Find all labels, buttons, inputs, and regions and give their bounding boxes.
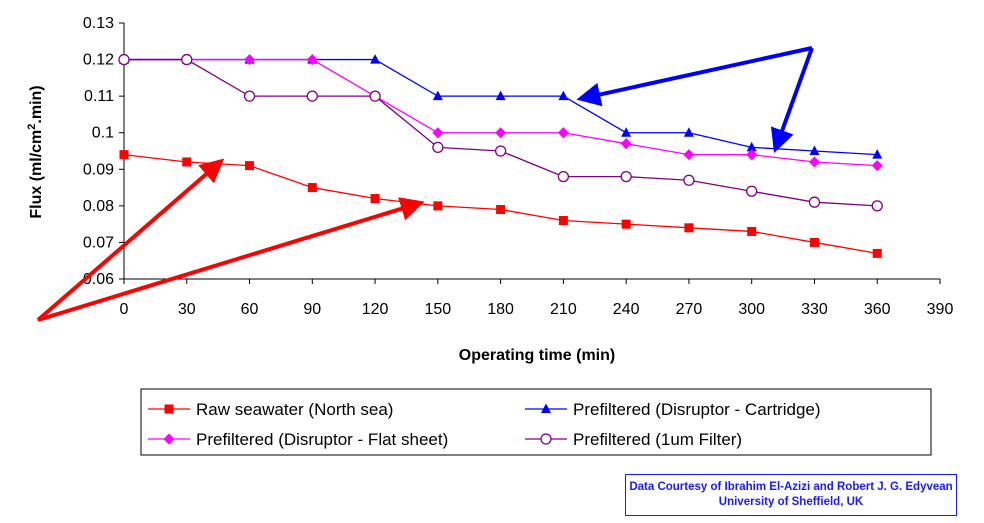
data-point <box>620 138 632 150</box>
y-tick-label: 0.12 <box>83 52 114 69</box>
y-axis-title: Flux (ml/cm2.min) <box>26 85 45 218</box>
legend-marker <box>164 404 174 414</box>
data-point <box>808 196 821 208</box>
annotation-arrow <box>770 47 814 154</box>
data-point <box>808 156 820 168</box>
x-tick-label: 240 <box>613 301 640 318</box>
x-tick-label: 30 <box>178 301 196 318</box>
data-point <box>307 183 317 193</box>
legend-marker <box>163 433 175 445</box>
annotation-arrow <box>576 46 813 107</box>
series-line <box>124 58 878 156</box>
data-point <box>746 141 757 152</box>
data-point <box>683 149 695 161</box>
series-4 <box>118 53 883 212</box>
legend-box <box>140 388 932 456</box>
data-point <box>683 174 695 186</box>
legend-entry-3: Prefiltered (Disruptor - Flat sheet) <box>148 430 448 449</box>
legend-entry-4: Prefiltered (1um Filter) <box>525 430 742 449</box>
annotation-arrows <box>36 46 814 322</box>
data-point <box>809 145 820 155</box>
x-tick-label: 150 <box>424 301 451 318</box>
x-axis-title: Operating time (min) <box>459 347 615 364</box>
data-point <box>558 90 569 101</box>
legend-label: Raw seawater (North sea) <box>196 400 393 419</box>
data-point <box>182 157 192 167</box>
data-point <box>872 149 883 159</box>
chart-series <box>118 53 883 258</box>
y-tick-label: 0.13 <box>83 15 114 32</box>
x-tick-label: 300 <box>738 301 765 318</box>
data-point <box>747 226 757 236</box>
legend-label: Prefiltered (Disruptor - Flat sheet) <box>196 430 448 449</box>
data-point <box>432 90 443 101</box>
x-tick-label: 60 <box>241 301 259 318</box>
data-point <box>306 54 318 66</box>
legend-entry-1: Raw seawater (North sea) <box>148 400 393 419</box>
data-point <box>245 161 255 171</box>
data-point <box>558 215 568 225</box>
y-tick-label: 0.07 <box>83 234 114 251</box>
data-point <box>746 149 758 161</box>
annotation-arrow <box>37 197 425 322</box>
data-point <box>119 150 129 160</box>
legend-label: Prefiltered (1um Filter) <box>573 430 742 449</box>
data-point <box>118 53 130 66</box>
legend-marker <box>541 403 551 413</box>
series-2 <box>119 54 883 159</box>
data-point <box>809 237 819 247</box>
y-tick-label: 0.1 <box>92 125 114 142</box>
data-point <box>496 205 506 215</box>
data-point <box>621 219 631 229</box>
data-point <box>872 248 882 258</box>
axis-tick-labels: 0.060.070.080.090.10.110.120.130 30 60 90 12… <box>83 15 954 318</box>
data-point <box>181 53 193 66</box>
x-tick-label: 120 <box>362 301 389 318</box>
data-point <box>620 170 632 183</box>
credit-line-1: Data Courtesy of Ibrahim El-Azizi and Ro… <box>629 481 953 493</box>
chart-legend: Raw seawater (North sea) Prefiltered (Dis… <box>140 388 932 456</box>
data-point <box>370 54 381 64</box>
series-1 <box>119 150 882 258</box>
credit-line-2: University of Sheffield, UK <box>718 496 864 508</box>
x-tick-label: 90 <box>303 301 321 318</box>
x-tick-label: 390 <box>927 301 954 318</box>
data-point <box>432 141 444 153</box>
y-tick-label: 0.08 <box>83 198 114 215</box>
legend-marker <box>540 433 552 445</box>
series-line <box>123 154 878 255</box>
data-point <box>557 127 569 139</box>
data-point <box>494 145 507 157</box>
legend-entry-2: Prefiltered (Disruptor - Cartridge) <box>525 400 821 419</box>
data-point <box>432 127 444 139</box>
x-tick-label: 270 <box>676 301 703 318</box>
annotation-arrow <box>36 158 225 322</box>
data-point <box>684 223 694 233</box>
data-point <box>621 127 632 137</box>
data-point <box>871 200 883 212</box>
data-point <box>369 90 381 102</box>
data-point <box>370 194 380 204</box>
y-tick-label: 0.09 <box>83 161 114 178</box>
x-tick-label: 360 <box>864 301 891 318</box>
data-point <box>495 90 506 101</box>
data-point <box>243 90 256 102</box>
x-tick-label: 330 <box>801 301 828 318</box>
data-credit-box: Data Courtesy of Ibrahim El-Azizi and Ro… <box>625 474 957 516</box>
data-point <box>746 185 758 197</box>
data-point <box>495 127 507 139</box>
data-point <box>244 54 256 66</box>
x-tick-label: 0 <box>120 301 129 318</box>
data-point <box>871 160 883 172</box>
y-tick-label: 0.11 <box>84 88 114 105</box>
data-point <box>433 201 443 211</box>
data-point <box>557 170 570 183</box>
x-tick-label: 180 <box>487 301 514 318</box>
data-point <box>306 90 318 102</box>
legend-label: Prefiltered (Disruptor - Cartridge) <box>573 400 821 419</box>
data-point <box>683 127 694 137</box>
x-tick-label: 210 <box>550 301 577 318</box>
